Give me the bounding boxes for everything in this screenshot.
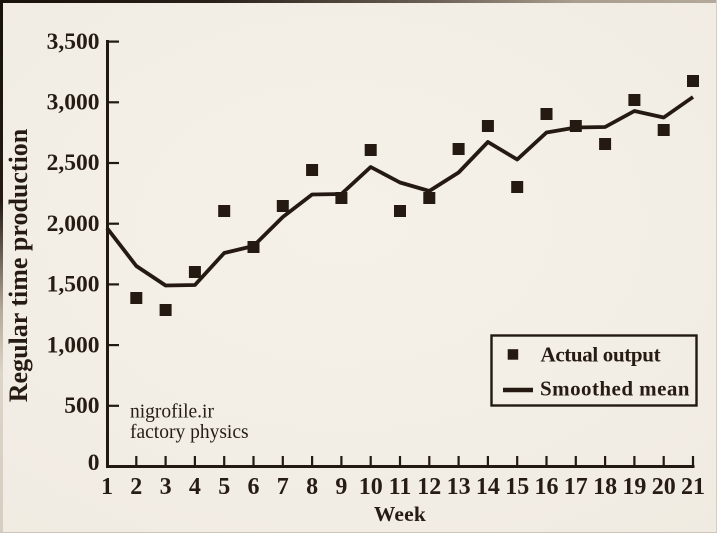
svg-text:2: 2 — [130, 474, 142, 500]
svg-text:12: 12 — [417, 474, 441, 500]
svg-text:factory physics: factory physics — [130, 422, 249, 443]
svg-text:5: 5 — [218, 474, 230, 500]
svg-text:18: 18 — [593, 474, 617, 500]
svg-text:15: 15 — [505, 474, 529, 500]
svg-text:Smoothed mean: Smoothed mean — [540, 376, 690, 400]
svg-text:9: 9 — [335, 474, 347, 500]
svg-text:10: 10 — [359, 474, 383, 500]
svg-text:1,000: 1,000 — [47, 332, 100, 358]
svg-text:16: 16 — [535, 474, 559, 500]
svg-text:17: 17 — [564, 474, 588, 500]
svg-text:21: 21 — [681, 474, 705, 500]
svg-text:0: 0 — [88, 450, 100, 476]
svg-text:11: 11 — [389, 474, 412, 500]
svg-text:Actual output: Actual output — [541, 342, 661, 366]
svg-text:3: 3 — [160, 474, 172, 500]
svg-text:14: 14 — [476, 474, 500, 500]
svg-text:nigrofile.ir: nigrofile.ir — [130, 402, 214, 423]
svg-text:19: 19 — [622, 474, 646, 500]
svg-text:4: 4 — [189, 474, 201, 500]
svg-text:Week: Week — [374, 502, 426, 526]
svg-text:8: 8 — [306, 474, 318, 500]
svg-text:2,000: 2,000 — [47, 211, 100, 237]
svg-text:20: 20 — [652, 474, 676, 500]
svg-text:3,000: 3,000 — [47, 90, 100, 116]
svg-text:2,500: 2,500 — [47, 150, 100, 176]
svg-text:6: 6 — [248, 474, 260, 500]
svg-text:3,500: 3,500 — [47, 29, 100, 55]
svg-text:1,500: 1,500 — [47, 272, 100, 298]
svg-text:500: 500 — [64, 393, 99, 419]
svg-text:7: 7 — [277, 474, 289, 500]
svg-text:1: 1 — [101, 474, 113, 500]
svg-text:Regular time production: Regular time production — [4, 128, 33, 402]
svg-text:13: 13 — [447, 474, 471, 500]
